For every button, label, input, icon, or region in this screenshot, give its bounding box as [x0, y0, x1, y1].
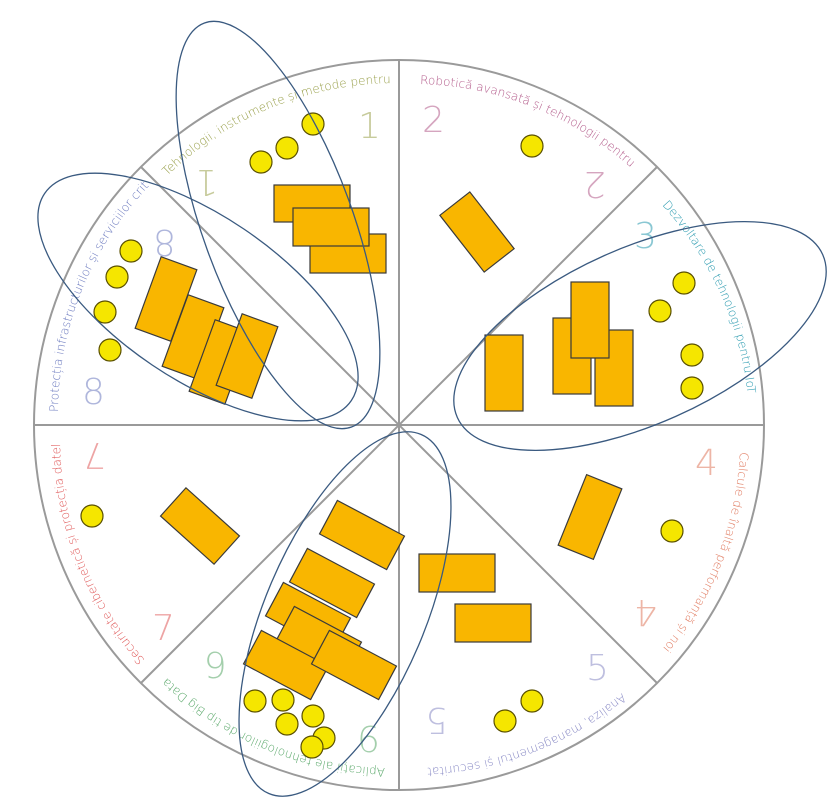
token[interactable]	[271, 688, 295, 712]
ellipse-sector-6	[238, 431, 452, 797]
sector-8-number: 8	[82, 372, 105, 413]
token[interactable]	[520, 689, 544, 713]
sector-3-number: 3	[634, 216, 657, 257]
token[interactable]	[301, 704, 325, 728]
token[interactable]	[520, 134, 544, 158]
card[interactable]	[292, 207, 370, 247]
card[interactable]	[557, 473, 623, 561]
sector-2-number: 2	[422, 100, 445, 141]
token[interactable]	[80, 504, 104, 528]
sector-7-number: 7	[152, 608, 175, 649]
token[interactable]	[301, 112, 325, 136]
card[interactable]	[159, 486, 241, 566]
token[interactable]	[672, 271, 696, 295]
token[interactable]	[648, 299, 672, 323]
card[interactable]	[318, 499, 406, 571]
ellipse-sector-8	[37, 172, 359, 422]
card[interactable]	[418, 553, 496, 593]
token[interactable]	[680, 343, 704, 367]
ellipse-sector-1	[175, 20, 381, 430]
sector-1-number: 1	[358, 106, 381, 147]
card[interactable]	[215, 313, 279, 399]
token[interactable]	[93, 300, 117, 324]
sector-2-number-mirrored: 2	[583, 163, 606, 204]
cards	[134, 184, 634, 701]
token[interactable]	[105, 265, 129, 289]
sector-7-number-mirrored: 7	[83, 434, 106, 475]
card[interactable]	[310, 629, 398, 701]
card[interactable]	[454, 603, 532, 643]
token[interactable]	[275, 712, 299, 736]
card[interactable]	[439, 191, 515, 273]
sector-1-number-mirrored: 1	[195, 161, 218, 202]
ellipse-sector-3	[453, 220, 827, 452]
token[interactable]	[300, 735, 324, 759]
sector-7-label: Securitate cibernetică și protecția date…	[0, 0, 147, 667]
sector-4-number: 4	[695, 443, 718, 484]
sector-dividers	[34, 60, 764, 790]
divider-diag-2	[140, 166, 658, 684]
token[interactable]	[249, 150, 273, 174]
sector-5-number-mirrored: 5	[425, 699, 448, 740]
sector-numbers: 1 1 2 2 3 4 4 5 5 6 6 7 7 8 8	[82, 100, 718, 761]
token[interactable]	[275, 136, 299, 160]
sector-3-label: Dezvoltare de tehnologii pentru IoT	[660, 198, 759, 395]
sector-6-number-mirrored: 6	[204, 643, 227, 684]
sector-5-number: 5	[586, 648, 609, 689]
token[interactable]	[243, 689, 267, 713]
card[interactable]	[288, 547, 376, 619]
sector-8-label: Protecția infrastructurilor și serviciil…	[0, 0, 151, 412]
token[interactable]	[98, 338, 122, 362]
card[interactable]	[484, 334, 524, 412]
sector-6-number: 6	[357, 720, 380, 761]
card[interactable]	[242, 629, 330, 701]
tokens	[80, 112, 704, 759]
card[interactable]	[570, 281, 610, 359]
token[interactable]	[660, 519, 684, 543]
token[interactable]	[493, 709, 517, 733]
sector-8-number-mirrored: 8	[153, 221, 176, 262]
token[interactable]	[680, 376, 704, 400]
token[interactable]	[119, 239, 143, 263]
sector-4-number-mirrored: 4	[634, 591, 657, 632]
